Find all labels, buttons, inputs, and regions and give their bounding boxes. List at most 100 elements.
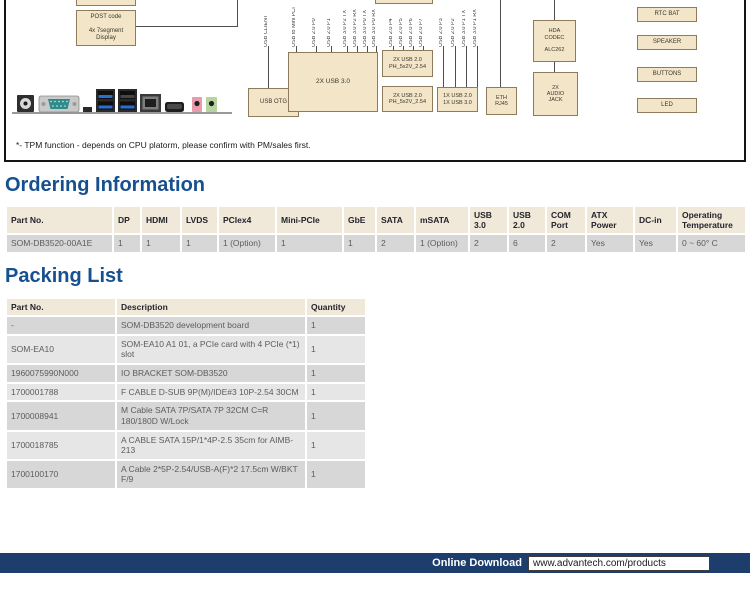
column-header: LVDS <box>180 204 219 236</box>
connector-line <box>376 46 377 52</box>
usb-stack-icon <box>118 89 137 112</box>
box-2x-audio-jack: 2X AUDIO JACK <box>533 72 578 116</box>
table-cell: 1 <box>305 381 367 403</box>
connector-line <box>331 46 332 52</box>
board-edge <box>12 112 232 114</box>
signal-label: USB 2.0 P5 <box>399 18 404 47</box>
table-cell: M Cable SATA 7P/SATA 7P 32CM C=R 180/180… <box>115 400 307 432</box>
column-header: USB 3.0 <box>468 204 509 236</box>
table-cell: A Cable 2*5P-2.54/USB-A(F)*2 17.5cm W/BK… <box>115 458 307 491</box>
connector-line <box>423 46 424 50</box>
connector-line <box>455 46 456 87</box>
column-header: Part No. <box>5 204 114 236</box>
table-cell: 2 <box>545 233 587 254</box>
table-cell: 1 <box>305 333 367 366</box>
column-header: Description <box>115 296 307 318</box>
signal-label: USB 2.0 P7 <box>419 18 424 47</box>
connector-line <box>554 62 555 72</box>
connector-line <box>393 46 394 50</box>
table-cell: 1 <box>305 400 367 432</box>
table-cell: A CABLE SATA 15P/1*4P-2.5 35cm for AIMB-… <box>115 429 307 461</box>
table-cell: 2 <box>375 233 416 254</box>
box-buttons: BUTTONS <box>637 67 697 82</box>
signal-label: USB CLIENT <box>264 14 269 47</box>
box-usb-combo: 1X USB 2.0 1X USB 3.0 <box>437 87 478 112</box>
table-row: SOM-EA10 SOM-EA10 A1 01, a PCIe card wit… <box>5 333 367 366</box>
table-cell: 1 <box>305 363 367 384</box>
signal-label: USB 2.0 P6 <box>409 18 414 47</box>
connector-line <box>347 46 348 52</box>
connector-line <box>136 26 237 27</box>
table-cell: Yes <box>585 233 635 254</box>
table-cell: 1 <box>275 233 344 254</box>
table-cell: 1700008941 <box>5 400 117 432</box>
packing-header-row: Part No. Description Quantity <box>5 296 367 318</box>
ethernet-rj45-icon <box>140 94 161 112</box>
table-cell: 1700018785 <box>5 429 117 461</box>
signal-label: USB 2.0 P3 <box>439 18 444 47</box>
serial-db9-icon <box>38 95 80 113</box>
table-cell: 1960075990N000 <box>5 363 117 384</box>
table-cell: IO BRACKET SOM-DB3520 <box>115 363 307 384</box>
box-2x-usb3: 2X USB 3.0 <box>288 52 378 112</box>
box-partial-top-left <box>76 0 136 6</box>
connector-line <box>443 46 444 87</box>
table-cell: 1 <box>305 315 367 336</box>
download-url-link[interactable]: www.advantech.com/products <box>528 555 710 571</box>
connector-line <box>268 46 269 88</box>
box-eth-rj45: ETH RJ45 <box>486 87 517 115</box>
table-row: 1700008941 M Cable SATA 7P/SATA 7P 32CM … <box>5 400 367 432</box>
table-cell: 1 <box>140 233 182 254</box>
ordering-data-row: SOM-DB3520-00A1E 1 1 1 1 (Option) 1 1 2 … <box>5 233 747 254</box>
dc-jack-icon <box>17 95 34 112</box>
table-row: 1700001788 F CABLE D-SUB 9P(M)/IDE#3 10P… <box>5 381 367 403</box>
connector-line <box>554 0 555 20</box>
audio-jack-green-icon <box>206 97 217 112</box>
table-cell: 2 <box>468 233 509 254</box>
diagram-border-right <box>744 0 746 162</box>
connector-line <box>296 46 297 52</box>
diagram-border-bottom <box>4 160 746 162</box>
connector-line <box>237 0 238 27</box>
table-cell: 1 <box>305 429 367 461</box>
signal-label: USB 3.0 P2 TX <box>343 9 348 47</box>
table-cell: SOM-DB3520 development board <box>115 315 307 336</box>
signal-label: USB to Mini PCI <box>292 7 297 47</box>
online-download-bar: Online Download www.advantech.com/produc… <box>0 553 750 573</box>
signal-label: USB 3.0 P0 TX <box>363 9 368 47</box>
box-led: LED <box>637 98 697 113</box>
hdmi-icon <box>165 102 184 112</box>
signal-label: USB 2.0 P0 <box>312 18 317 47</box>
table-cell: 6 <box>507 233 547 254</box>
table-cell: 1 <box>305 458 367 491</box>
usb3-stack-icon <box>96 89 115 112</box>
connector-line <box>477 46 478 87</box>
rear-io-ports-image <box>12 89 232 114</box>
table-cell: Yes <box>633 233 678 254</box>
signal-label: USB 3.0 P0 RX <box>372 9 377 47</box>
table-cell: F CABLE D-SUB 9P(M)/IDE#3 10P-2.54 30CM <box>115 381 307 403</box>
table-row: 1700100170 A Cable 2*5P-2.54/USB-A(F)*2 … <box>5 458 367 491</box>
connector-line <box>367 46 368 52</box>
box-partial-top-center <box>375 0 433 4</box>
audio-jack-pink-icon <box>192 97 202 112</box>
signal-label: USB 3.0 P1 RX <box>473 9 478 47</box>
column-header: Operating Temperature <box>676 204 747 236</box>
column-header: DC-in <box>633 204 678 236</box>
column-header: mSATA <box>414 204 470 236</box>
table-row: 1700018785 A CABLE SATA 15P/1*4P-2.5 35c… <box>5 429 367 461</box>
column-header: USB 2.0 <box>507 204 547 236</box>
column-header: Mini-PCIe <box>275 204 344 236</box>
connector-line <box>413 46 414 50</box>
table-cell: 1 (Option) <box>414 233 470 254</box>
ordering-table: Part No. DP HDMI LVDS PCIex4 Mini-PCIe G… <box>5 204 747 254</box>
tpm-footnote: *- TPM function - depends on CPU platorm… <box>16 140 311 150</box>
column-header: GbE <box>342 204 377 236</box>
column-header: Quantity <box>305 296 367 318</box>
column-header: ATX Power <box>585 204 635 236</box>
column-header: PCIex4 <box>217 204 277 236</box>
ordering-header-row: Part No. DP HDMI LVDS PCIex4 Mini-PCIe G… <box>5 204 747 236</box>
table-cell: - <box>5 315 117 336</box>
diagram-border-left <box>4 0 6 162</box>
